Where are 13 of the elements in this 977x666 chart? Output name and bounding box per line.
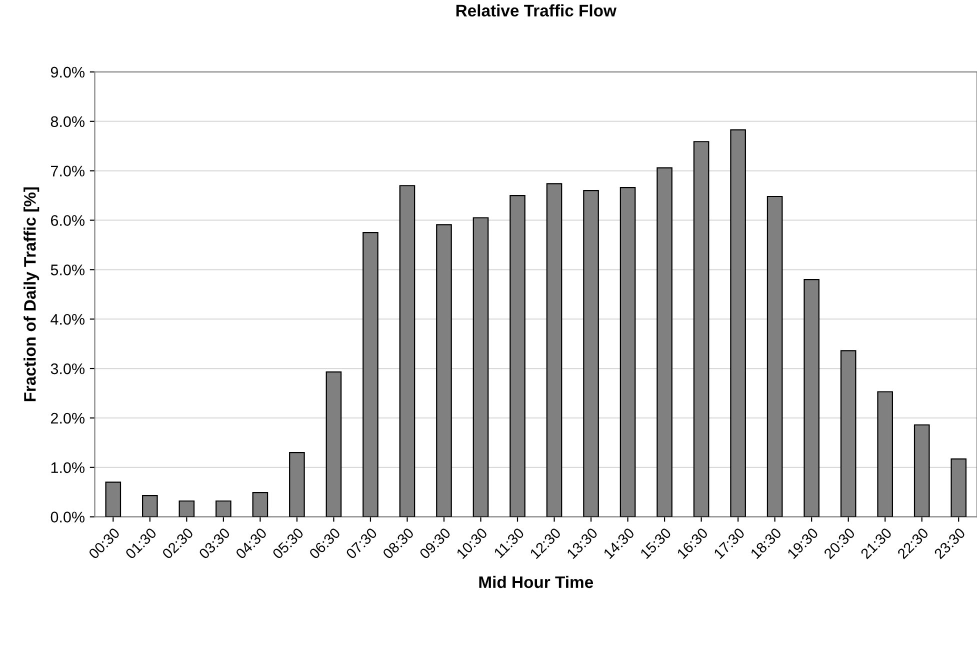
y-tick-label: 6.0% (51, 215, 85, 226)
y-tick-label: 2.0% (50, 412, 85, 424)
y-axis-title: Fraction of Daily Traffic [%] (24, 187, 40, 402)
y-tick-label: 1.0% (51, 462, 85, 474)
y-tick-label: 3.0% (50, 363, 85, 374)
y-tick-label: 9.0% (50, 66, 85, 78)
chart-title: Relative Traffic Flow (456, 4, 617, 17)
y-tick-label: 5.0% (50, 264, 85, 276)
y-tick-label: 8.0% (50, 116, 85, 128)
y-tick-label: 7.0% (51, 166, 85, 176)
x-axis-title: Mid Hour Time (479, 576, 594, 588)
y-tick-label: 4.0% (50, 314, 85, 325)
y-tick-label: 0.0% (50, 512, 85, 522)
